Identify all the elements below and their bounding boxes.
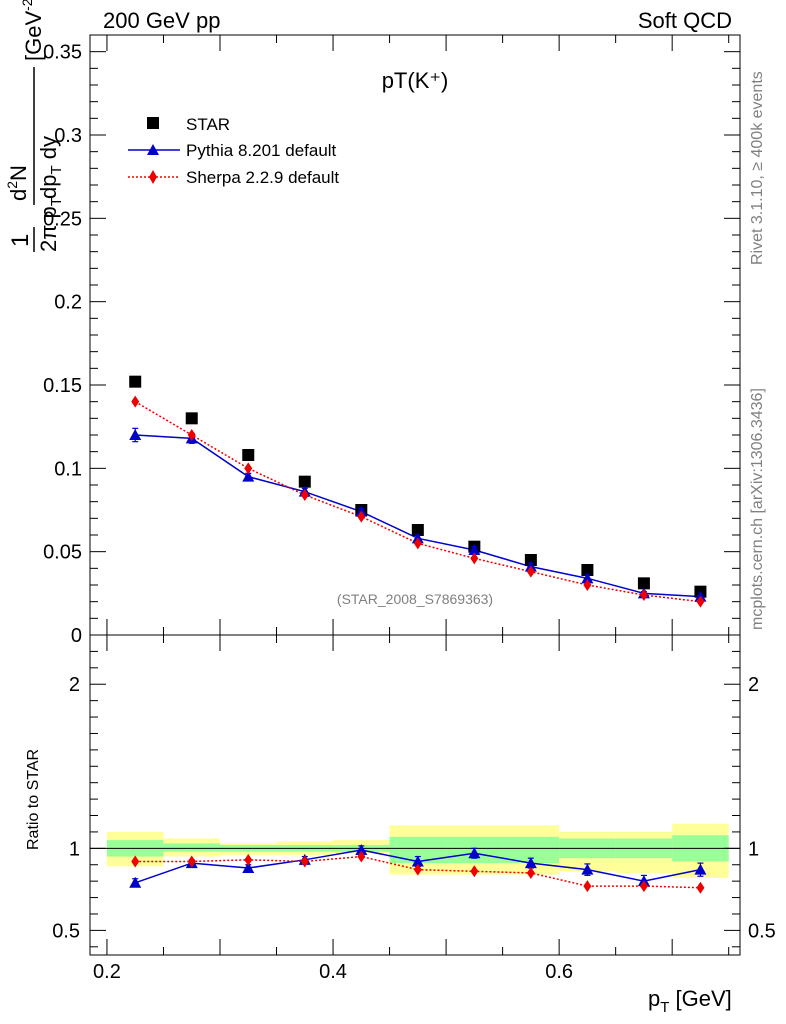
mcplots-note: mcplots.cern.ch [arXiv:1306.3436] [749,388,766,630]
ratio-point-sherpa [187,855,196,868]
main-tick-labels: 0.05 0.1 0.15 0.2 0.25 0.3 0.35 [43,42,82,564]
ratio-point-sherpa [696,881,705,894]
data-point-sherpa [187,429,196,441]
ratio-y-tick-label-left: 2 [69,674,80,696]
ratio-point-sherpa [300,855,309,868]
analysis-label: (STAR_2008_S7869363) [337,591,493,607]
ratio-point-pythia [411,855,424,867]
legend-label-pythia: Pythia 8.201 default [186,141,337,160]
y-tick-label: 0.1 [54,458,82,480]
ratio-y-tick-label-right: 1 [748,838,759,860]
header-right: Soft QCD [638,8,732,33]
ratio-point-pythia [694,863,707,875]
ratio-point-sherpa [470,865,479,878]
ratio-point-pythia [242,862,255,874]
data-point-star [185,412,198,425]
ratio-y-tick-label-left: 1 [69,838,80,860]
main-series-layer [129,375,707,608]
legend-marker-diamond [149,170,157,184]
ratio-point-sherpa [639,880,648,893]
y-tick-label: 0.3 [54,125,82,147]
svg-text:1: 1 [7,234,34,247]
data-point-sherpa [244,462,253,475]
data-point-sherpa [639,589,648,601]
data-point-pythia [581,572,594,584]
legend-label-sherpa: Sherpa 2.2.9 default [186,168,339,187]
svg-text:2π pT: 2π pT [36,197,65,252]
data-point-sherpa [300,489,309,501]
data-point-star [637,577,650,590]
data-point-star [242,449,255,461]
ratio-point-pythia [355,843,368,855]
ratio-frame [89,634,741,956]
ratio-y-tick-label-left: 0.5 [52,920,80,942]
ratio-y-tick-label-right: 0.5 [748,920,776,942]
ratio-y-axis-label: Ratio to STAR [25,749,42,850]
legend-label-star: STAR [186,115,230,134]
data-point-sherpa [470,552,479,565]
x-tick-label: 0.6 [545,961,573,983]
ratio-point-pythia [581,863,594,875]
ratio-point-sherpa [413,863,422,876]
x-tick-label: 0.2 [93,961,121,983]
main-axis-ticks [90,35,740,635]
data-point-star [411,524,424,536]
main-panel: 0.05 0.1 0.15 0.2 0.25 0.3 0.35 0 pT(K⁺) (STAR… [43,34,741,647]
ratio-point-sherpa [244,853,253,866]
ratio-point-sherpa [526,866,535,879]
data-point-sherpa [526,565,535,578]
y-tick-label: 0.05 [43,542,82,564]
header-left: 200 GeV pp [103,8,220,33]
data-point-pythia [468,544,481,555]
data-point-sherpa [583,579,592,591]
y-tick-label: 0.35 [43,42,82,64]
ratio-axis-ticks [90,635,740,955]
ratio-point-sherpa [131,855,140,868]
y-tick-label: 0.15 [43,375,82,397]
data-point-sherpa [696,595,705,608]
y-tick-label: 0.25 [43,208,82,230]
main-zero-tick-label: 0 [71,625,82,647]
y-tick-label: 0.2 [54,292,82,314]
ratio-tick-labels: 0.5 0.5 1 1 2 2 0.2 0.4 0.6 [52,674,776,983]
svg-text:[GeV-2]: [GeV-2] [19,0,46,61]
ratio-point-pythia [524,857,537,869]
data-point-star [298,475,311,488]
legend-entry-pythia: Pythia 8.201 default [128,141,337,160]
ratio-point-pythia [468,847,481,859]
data-point-star [581,564,594,576]
rivet-note: Rivet 3.1.10, ≥ 400k events [749,71,766,265]
data-point-pythia [129,429,142,440]
legend-entry-star: STAR [147,115,230,134]
ratio-panel: 0.5 0.5 1 1 2 2 0.2 0.4 0.6 Ratio to STAR [25,634,776,983]
ratio-point-sherpa [583,880,592,893]
ratio-series-layer [129,843,707,894]
svg-text:d2N: d2N [4,165,31,201]
data-point-sherpa [413,537,422,550]
ratio-y-tick-label-right: 2 [748,674,759,696]
data-point-star [129,375,142,388]
band-green [163,843,220,852]
legend-marker-square [147,117,159,129]
legend-entry-sherpa: Sherpa 2.2.9 default [128,168,339,187]
x-axis-label: pT [GeV] [648,986,732,1016]
data-point-sherpa [131,395,140,408]
data-point-pythia [242,470,255,482]
x-tick-label: 0.4 [319,961,347,983]
ratio-point-pythia [129,876,142,888]
data-point-sherpa [357,510,366,523]
legend-marker-triangle [147,144,159,155]
legend: STAR Pythia 8.201 default Sherpa 2.2.9 d… [128,115,339,187]
ratio-point-sherpa [357,850,366,863]
chart-title: pT(K⁺) [382,68,449,93]
